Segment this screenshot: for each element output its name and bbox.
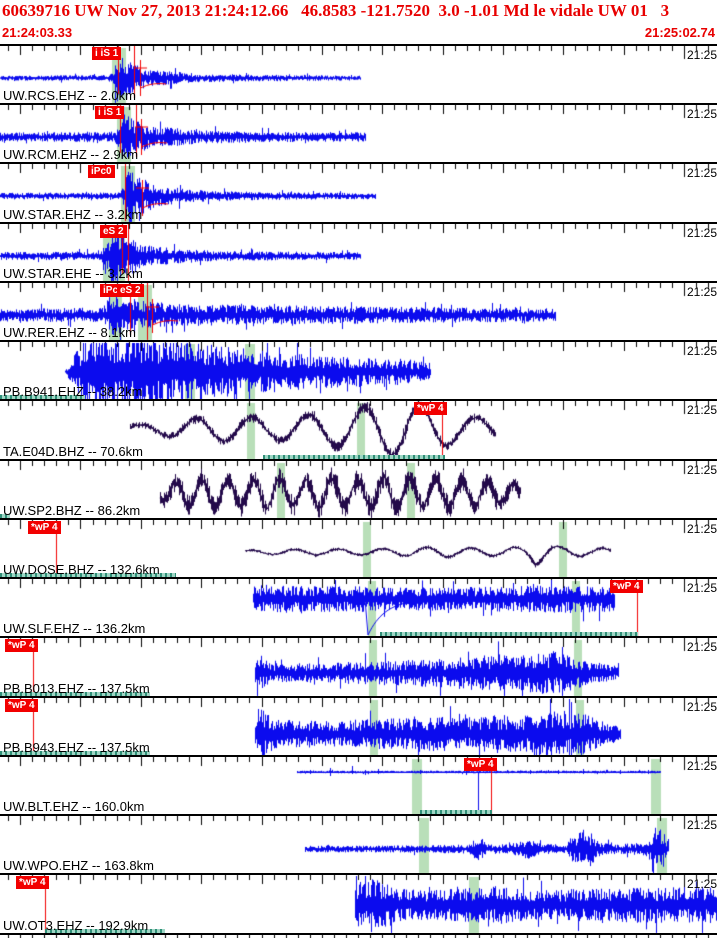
row-minute-label: 21:25 [687, 284, 717, 299]
highlight-strip [0, 691, 150, 696]
station-label: UW.SP2.BHZ -- 86.2km [3, 502, 141, 518]
trace-row-6[interactable]: PB.B941.EHZ -- 38.2km 21:25 [0, 340, 717, 400]
station-label: UW.WPO.EHZ -- 163.8km [3, 858, 154, 874]
row-minute-label: 21:25 [687, 877, 717, 892]
waveform-canvas[interactable] [0, 164, 717, 222]
row-minute-label: 21:25 [687, 225, 717, 240]
phase-pick-flag[interactable]: *wP 4 [414, 402, 447, 416]
row-minute-label: 21:25 [687, 462, 717, 477]
station-label: UW.BLT.EHZ -- 160.0km [3, 799, 145, 815]
trace-row-15[interactable]: *wP 4 UW.OT3.EHZ -- 192.9km 21:25 [0, 873, 717, 933]
phase-pick-flag[interactable]: iPc0 [88, 165, 115, 179]
row-minute-label: 21:25 [687, 48, 717, 62]
row-minute-label: 21:25 [687, 344, 717, 359]
trace-row-12[interactable]: *wP 4 PB.B943.EHZ -- 137.5km 21:25 [0, 695, 717, 755]
trace-row-9[interactable]: *wP 4 UW.DOSE.BHZ -- 132.6km 21:25 [0, 517, 717, 578]
trace-row-5[interactable]: iPc0 eS 2 UW.RER.EHZ -- 8.1km 21:25 [0, 280, 717, 341]
station-label: UW.RCM.EHZ -- 2.9km [3, 147, 139, 163]
station-label: PB.B941.EHZ -- 38.2km [3, 384, 143, 400]
waveform-canvas[interactable] [0, 816, 717, 874]
phase-pick-flag[interactable]: *wP 4 [5, 698, 38, 712]
phase-pick-flag[interactable]: i iS 1 [92, 47, 122, 60]
station-label: UW.STAR.EHZ -- 3.2km [3, 206, 143, 222]
waveform-canvas[interactable] [0, 638, 717, 696]
station-label: UW.RCS.EHZ -- 2.0km [3, 88, 136, 104]
trace-row-4[interactable]: eS 2 UW.STAR.EHE -- 3.2km 21:25 [0, 221, 717, 281]
waveform-canvas[interactable] [0, 875, 717, 933]
window-start-time: 21:24:03.33 [2, 25, 73, 40]
bottom-ruler-ticks [0, 934, 717, 938]
waveform-canvas[interactable] [0, 756, 717, 815]
waveform-canvas[interactable] [0, 697, 717, 755]
waveform-canvas[interactable] [0, 579, 717, 637]
trace-row-10[interactable]: *wP 4 UW.SLF.EHZ -- 136.2km 21:25 [0, 577, 717, 637]
station-label: UW.STAR.EHE -- 3.2km [3, 265, 143, 281]
row-minute-label: 21:25 [687, 166, 717, 181]
trace-row-14[interactable]: UW.WPO.EHZ -- 163.8km 21:25 [0, 814, 717, 874]
station-label: PB.B013.EHZ -- 137.5km [3, 680, 150, 696]
trace-row-1[interactable]: i iS 1 UW.RCS.EHZ -- 2.0km 21:25 [0, 44, 717, 104]
highlight-strip [0, 573, 176, 578]
row-minute-label: 21:25 [687, 521, 717, 536]
phase-pick-flag[interactable]: *wP 4 [5, 639, 38, 653]
row-minute-label: 21:25 [687, 818, 717, 833]
bottom-ruler [0, 932, 717, 938]
trace-row-2[interactable]: i iS 1 UW.RCM.EHZ -- 2.9km 21:25 [0, 103, 717, 163]
trace-row-7[interactable]: *wP 4 TA.E04D.BHZ -- 70.6km 21:25 [0, 399, 717, 459]
waveform-canvas[interactable] [0, 342, 717, 400]
phase-pick-flag[interactable]: eS 2 [100, 224, 127, 238]
highlight-strip [263, 454, 445, 459]
window-end-time: 21:25:02.74 [644, 25, 715, 40]
waveform-canvas[interactable] [0, 401, 717, 459]
highlight-strip [420, 810, 492, 815]
row-minute-label: 21:25 [687, 581, 717, 596]
phase-pick-flag[interactable]: eS 2 [117, 283, 144, 297]
row-minute-label: 21:25 [687, 107, 717, 122]
station-label: UW.RER.EHZ -- 8.1km [3, 325, 136, 341]
row-minute-label: 21:25 [687, 403, 717, 418]
waveform-canvas[interactable] [0, 460, 717, 518]
waveform-canvas[interactable] [0, 519, 717, 578]
highlight-strip [45, 928, 165, 933]
row-minute-label: 21:25 [687, 699, 717, 714]
highlight-strip [380, 632, 638, 637]
station-label: PB.B943.EHZ -- 137.5km [3, 739, 150, 755]
station-label: UW.DOSE.BHZ -- 132.6km [3, 562, 160, 578]
row-minute-label: 21:25 [687, 758, 717, 773]
row-minute-label: 21:25 [687, 640, 717, 655]
trace-row-3[interactable]: iPc0 UW.STAR.EHZ -- 3.2km 21:25 [0, 162, 717, 222]
phase-pick-flag[interactable]: *wP 4 [28, 520, 61, 534]
highlight-strip [0, 513, 10, 518]
phase-pick-flag[interactable]: *wP 4 [16, 876, 49, 890]
phase-pick-flag[interactable]: *wP 4 [610, 580, 643, 594]
phase-pick-flag[interactable]: *wP 4 [464, 757, 497, 771]
trace-row-11[interactable]: *wP 4 PB.B013.EHZ -- 137.5km 21:25 [0, 636, 717, 696]
highlight-strip [0, 395, 85, 400]
highlight-strip [0, 750, 150, 755]
event-header: 60639716 UW Nov 27, 2013 21:24:12.66 46.… [2, 1, 670, 20]
trace-row-13[interactable]: *wP 4 UW.BLT.EHZ -- 160.0km 21:25 [0, 754, 717, 815]
station-label: TA.E04D.BHZ -- 70.6km [3, 443, 143, 459]
phase-pick-flag[interactable]: i iS 1 [95, 106, 125, 120]
station-label: UW.SLF.EHZ -- 136.2km [3, 621, 146, 637]
station-label: UW.OT3.EHZ -- 192.9km [3, 917, 149, 933]
trace-row-8[interactable]: UW.SP2.BHZ -- 86.2km 21:25 [0, 458, 717, 518]
